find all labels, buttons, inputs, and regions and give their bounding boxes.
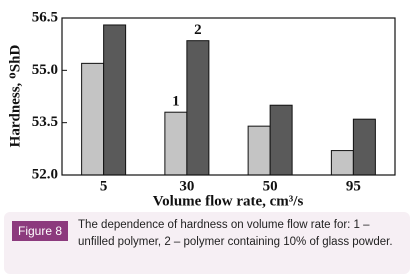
y-tick-label: 52.0 xyxy=(32,166,58,182)
bar xyxy=(330,150,354,176)
bar xyxy=(81,62,105,176)
series-label: 1 xyxy=(172,94,180,110)
plot-frame xyxy=(61,17,396,176)
bar xyxy=(269,104,293,176)
bar xyxy=(186,40,210,176)
caption-text: The dependence of hardness on volume flo… xyxy=(78,219,393,248)
x-tick-label: 50 xyxy=(263,178,278,194)
x-tick-label: 95 xyxy=(346,178,361,194)
x-tick-label: 30 xyxy=(179,178,194,194)
figure-label: Figure 8 xyxy=(12,221,69,241)
y-tick-label: 56.5 xyxy=(32,9,58,25)
y-axis-label: Hardness, ᴼShD xyxy=(7,45,23,148)
bar xyxy=(103,24,127,176)
x-axis-label: Volume flow rate, cm³/s xyxy=(153,193,304,209)
chart: Hardness, ᴼShD Volume flow rate, cm³/s 5… xyxy=(7,9,396,209)
y-tick-label: 55.0 xyxy=(32,62,58,78)
x-tick-label: 5 xyxy=(100,178,108,194)
bar xyxy=(247,125,271,176)
series-label: 2 xyxy=(194,22,202,38)
caption: Figure 8 The dependence of hardness on v… xyxy=(4,212,410,274)
bar xyxy=(352,118,376,176)
y-tick-label: 53.5 xyxy=(32,114,58,130)
bar xyxy=(164,111,188,176)
